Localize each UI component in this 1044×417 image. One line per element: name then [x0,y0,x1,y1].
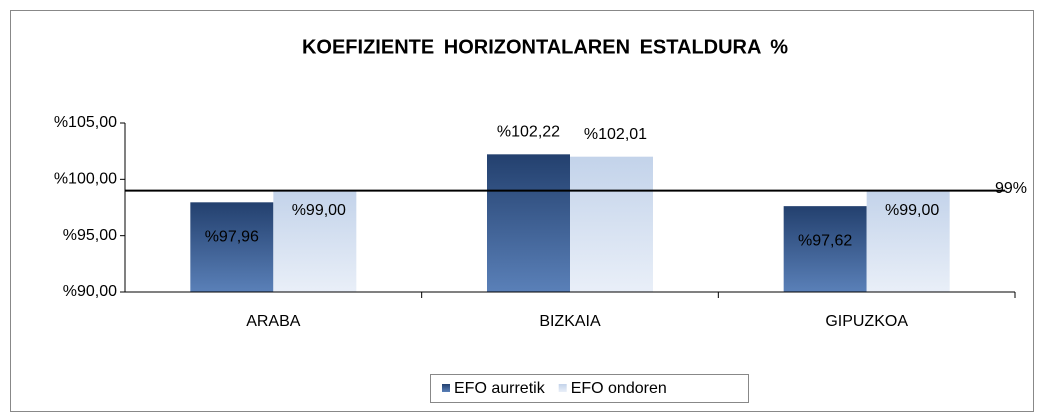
y-tick-label: %105,00 [54,114,117,131]
bar [190,202,274,292]
value-label: %99,00 [292,202,346,219]
value-label: %97,96 [205,229,259,246]
legend-label: EFO ondoren [571,380,667,397]
legend-box [430,374,749,403]
legend-label: EFO aurretik [454,380,546,397]
bar [487,154,570,292]
chart-title: KOEFIZIENTE HORIZONTALAREN ESTALDURA % [302,36,788,58]
y-tick-label: %100,00 [54,171,117,188]
reference-label: 99% [995,180,1027,197]
value-label: %97,62 [798,232,852,249]
x-tick-label: GIPUZKOA [825,313,908,330]
x-tick-label: BIZKAIA [539,313,601,330]
value-label: %102,01 [584,126,647,143]
bar [783,206,867,292]
value-label: %102,22 [497,124,560,141]
value-label: %99,00 [885,202,939,219]
legend-swatch [442,384,450,392]
y-tick-label: %90,00 [63,283,117,300]
x-tick-label: ARABA [246,313,301,330]
legend-swatch [558,384,567,392]
y-tick-label: %95,00 [63,227,117,244]
bar [273,190,357,292]
bar [866,190,950,292]
bar [570,156,653,292]
